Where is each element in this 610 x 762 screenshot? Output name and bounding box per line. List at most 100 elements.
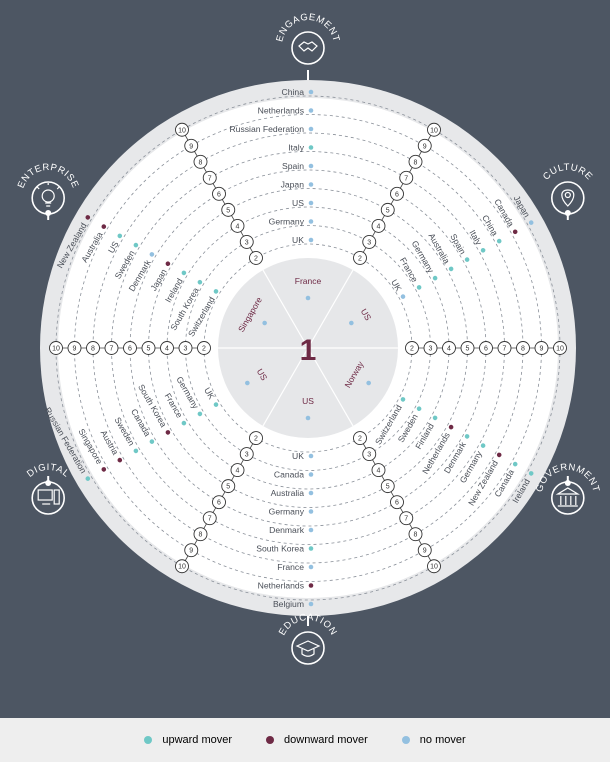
rank-badge-number: 3 — [184, 346, 188, 353]
rank-badge-number: 2 — [358, 255, 362, 262]
graduation-cap-icon — [295, 640, 321, 657]
rank-badge — [202, 170, 217, 185]
trend-dot-icon — [308, 89, 314, 95]
trend-dot-icon — [366, 380, 371, 386]
rank-badge-number: 5 — [386, 207, 390, 214]
rank-badge — [221, 479, 236, 494]
first-place-name: US — [302, 396, 314, 406]
rank-badge-number: 10 — [430, 127, 438, 134]
country-label: South Korea — [256, 544, 314, 554]
rank-badge — [230, 463, 245, 478]
trend-dot-icon — [528, 471, 534, 476]
category-culture: CULTURE — [541, 162, 594, 215]
rank-badge-number: 3 — [245, 452, 249, 459]
rank-badge-number: 8 — [199, 159, 203, 166]
country-name: UK — [292, 451, 304, 461]
trend-dot-icon — [308, 182, 314, 187]
category-icon-ring — [31, 181, 65, 215]
rank-badge — [427, 559, 441, 574]
handshake-icon — [298, 41, 318, 52]
rank-badge — [371, 463, 386, 478]
trend-dot-icon — [262, 320, 267, 326]
rank-badge-number: 3 — [245, 239, 249, 246]
trend-dot-icon — [149, 439, 155, 444]
trend-dot-icon — [197, 279, 203, 285]
center-divider — [307, 269, 354, 349]
category-enterprise: ENTERPRISE — [16, 162, 80, 215]
rank-badge — [178, 341, 193, 355]
category-engagement: ENGAGEMENT — [274, 12, 341, 65]
first-place-label: US — [302, 396, 314, 421]
category-icon-ring — [551, 181, 585, 215]
rank-badge — [193, 154, 208, 169]
rank-badge — [479, 341, 493, 355]
trend-dot-icon — [308, 601, 314, 607]
rank-badge — [160, 341, 174, 355]
downward-dot-icon — [266, 736, 275, 744]
country-name: Denmark — [269, 525, 305, 535]
trend-dot-icon — [512, 229, 518, 235]
rank-badge — [353, 250, 367, 265]
country-name: Italy — [288, 143, 304, 153]
trend-dot-icon — [400, 294, 406, 299]
rank-badge — [67, 341, 82, 355]
legend-item-upward: upward mover — [144, 734, 232, 746]
country-name: Germany — [269, 217, 305, 227]
category-icon-ring — [291, 31, 325, 65]
trend-dot-icon — [197, 411, 203, 417]
trend-dot-icon — [85, 476, 91, 481]
category-label-text: ENTERPRISE — [16, 162, 80, 190]
rank-badge — [408, 154, 423, 169]
rank-badge-number: 5 — [466, 346, 470, 353]
rank-badge — [249, 250, 263, 265]
trend-dot-icon — [308, 145, 314, 150]
rank-badge-number: 2 — [254, 255, 258, 262]
trend-dot-icon — [416, 285, 422, 290]
trend-dot-icon — [480, 247, 486, 253]
radial-ranking-svg: 1 2 3 4 5 6 7 8 9 10 2 3 4 5 6 7 8 9 10 2 3 4 5 6 7 8 9 10 2 3 4 5 6 7 8 9 1… — [16, 12, 601, 665]
country-name: China — [282, 87, 305, 97]
trend-dot-icon — [308, 126, 314, 132]
country-name: Russian Federation — [229, 124, 304, 134]
rank-badge-number: 2 — [410, 346, 414, 353]
rank-badge — [417, 138, 432, 153]
country-name: UK — [292, 235, 304, 245]
rank-badge-number: 3 — [367, 452, 371, 459]
trend-dot-icon — [308, 163, 314, 169]
trend-dot-icon — [308, 219, 314, 224]
country-name: Australia — [271, 488, 305, 498]
rank-badge — [442, 341, 456, 355]
rank-badge — [460, 341, 475, 355]
trend-dot-icon — [416, 406, 422, 412]
trend-dot-icon — [308, 453, 314, 459]
rank-badge — [202, 511, 217, 526]
country-label: Netherlands — [258, 106, 314, 116]
government-building-icon — [555, 487, 580, 507]
rank-badge — [197, 341, 211, 355]
rank-badge-number: 4 — [377, 468, 381, 475]
rank-badge-number: 4 — [236, 223, 240, 230]
rank-badge-number: 5 — [226, 207, 230, 214]
country-label: Canada — [274, 470, 314, 480]
rank-badge — [497, 341, 512, 355]
rank-badge — [380, 202, 395, 217]
rank-badge-number: 6 — [395, 191, 399, 198]
rank-badge-number: 9 — [540, 346, 544, 353]
rank-badge-number: 8 — [91, 346, 95, 353]
category-icon-ring — [31, 481, 65, 515]
center-divider — [262, 347, 309, 427]
trend-dot-icon — [101, 224, 107, 229]
rank-badge — [405, 341, 419, 355]
rank-badge-number: 5 — [147, 346, 151, 353]
rank-badge — [390, 186, 404, 201]
legend-label-none: no mover — [419, 734, 466, 746]
trend-dot-icon — [432, 415, 438, 421]
rank-badge — [212, 186, 226, 201]
trend-dot-icon — [149, 252, 155, 257]
country-name: Netherlands — [258, 106, 304, 116]
rank-badge — [362, 234, 377, 249]
center-divider — [262, 269, 309, 349]
rank-badge — [516, 341, 530, 355]
country-name: France — [277, 562, 304, 572]
rank-badge-number: 4 — [236, 468, 240, 475]
